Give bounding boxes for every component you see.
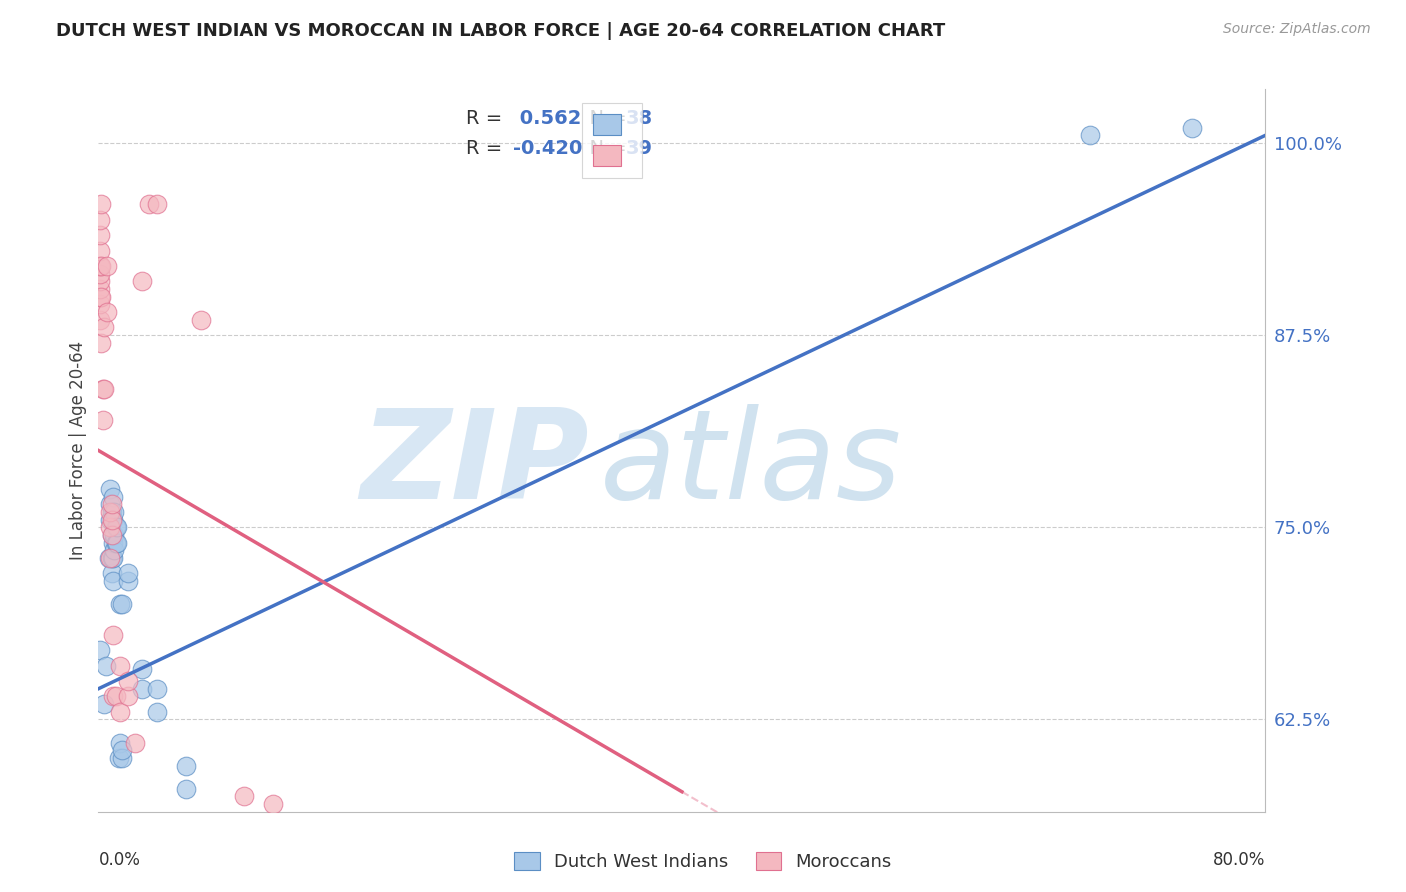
Point bbox=[111, 743, 134, 757]
Point bbox=[262, 797, 284, 811]
Point bbox=[98, 520, 121, 534]
Point bbox=[90, 290, 112, 304]
Point bbox=[93, 697, 115, 711]
Point bbox=[90, 335, 112, 350]
Point bbox=[98, 513, 121, 527]
Text: -0.420: -0.420 bbox=[513, 139, 582, 158]
Y-axis label: In Labor Force | Age 20-64: In Labor Force | Age 20-64 bbox=[69, 341, 87, 560]
Point bbox=[89, 290, 111, 304]
Point bbox=[131, 274, 153, 288]
Point bbox=[117, 674, 139, 689]
Point bbox=[190, 313, 212, 327]
Point bbox=[101, 574, 124, 588]
Point bbox=[101, 535, 124, 549]
Point bbox=[100, 566, 122, 581]
Text: 80.0%: 80.0% bbox=[1213, 851, 1265, 869]
Point bbox=[105, 535, 128, 549]
Point bbox=[103, 528, 125, 542]
Point bbox=[111, 597, 134, 611]
Text: ZIP: ZIP bbox=[360, 404, 589, 525]
Point bbox=[91, 413, 114, 427]
Point bbox=[97, 551, 120, 566]
Point bbox=[100, 551, 122, 566]
Text: 0.562: 0.562 bbox=[513, 109, 581, 128]
Point bbox=[103, 505, 125, 519]
Point bbox=[89, 259, 111, 273]
Point bbox=[94, 658, 117, 673]
Text: 0.0%: 0.0% bbox=[98, 851, 141, 869]
Text: atlas: atlas bbox=[600, 404, 903, 525]
Point bbox=[98, 497, 121, 511]
Point bbox=[1080, 128, 1102, 143]
Point bbox=[117, 574, 139, 588]
Point bbox=[91, 382, 114, 396]
Point bbox=[100, 497, 122, 511]
Text: R =: R = bbox=[465, 139, 509, 158]
Point bbox=[138, 197, 160, 211]
Point bbox=[124, 735, 146, 749]
Point bbox=[89, 282, 111, 296]
Point bbox=[117, 690, 139, 704]
Point bbox=[101, 490, 124, 504]
Point bbox=[104, 520, 127, 534]
Text: Source: ZipAtlas.com: Source: ZipAtlas.com bbox=[1223, 22, 1371, 37]
Point bbox=[101, 513, 124, 527]
Point bbox=[104, 690, 127, 704]
Point bbox=[101, 690, 124, 704]
Point bbox=[100, 528, 122, 542]
Point bbox=[174, 758, 197, 772]
Point bbox=[89, 643, 111, 657]
Point bbox=[131, 681, 153, 696]
Point bbox=[105, 520, 128, 534]
Point bbox=[93, 320, 115, 334]
Text: DUTCH WEST INDIAN VS MOROCCAN IN LABOR FORCE | AGE 20-64 CORRELATION CHART: DUTCH WEST INDIAN VS MOROCCAN IN LABOR F… bbox=[56, 22, 945, 40]
Point bbox=[117, 566, 139, 581]
Point bbox=[89, 274, 111, 288]
Point bbox=[96, 305, 118, 319]
Point bbox=[89, 212, 111, 227]
Point bbox=[146, 705, 169, 719]
Text: 38: 38 bbox=[626, 109, 652, 128]
Point bbox=[98, 482, 121, 496]
Point bbox=[89, 267, 111, 281]
Point bbox=[90, 197, 112, 211]
Point bbox=[103, 543, 125, 558]
Point bbox=[100, 513, 122, 527]
Point bbox=[89, 313, 111, 327]
Point bbox=[110, 705, 132, 719]
Point bbox=[131, 662, 153, 676]
Point bbox=[100, 528, 122, 542]
Point bbox=[96, 259, 118, 273]
Point bbox=[146, 681, 169, 696]
Point bbox=[101, 551, 124, 566]
Point bbox=[89, 297, 111, 311]
Point bbox=[110, 597, 132, 611]
Point bbox=[108, 751, 131, 765]
Point bbox=[100, 505, 122, 519]
Text: 39: 39 bbox=[626, 139, 652, 158]
Text: N =: N = bbox=[576, 139, 633, 158]
Point bbox=[110, 658, 132, 673]
Legend: Dutch West Indians, Moroccans: Dutch West Indians, Moroccans bbox=[508, 845, 898, 879]
Point bbox=[101, 628, 124, 642]
Text: N =: N = bbox=[576, 109, 633, 128]
Point bbox=[110, 735, 132, 749]
Point bbox=[98, 551, 121, 566]
Point bbox=[233, 789, 256, 804]
Point bbox=[93, 382, 115, 396]
Point bbox=[1181, 120, 1204, 135]
Point bbox=[104, 535, 127, 549]
Point bbox=[174, 781, 197, 796]
Point bbox=[89, 244, 111, 258]
Point bbox=[89, 228, 111, 243]
Legend: , : , bbox=[582, 103, 643, 178]
Point bbox=[98, 505, 121, 519]
Point bbox=[146, 197, 169, 211]
Point bbox=[111, 751, 134, 765]
Point bbox=[90, 259, 112, 273]
Text: R =: R = bbox=[465, 109, 509, 128]
